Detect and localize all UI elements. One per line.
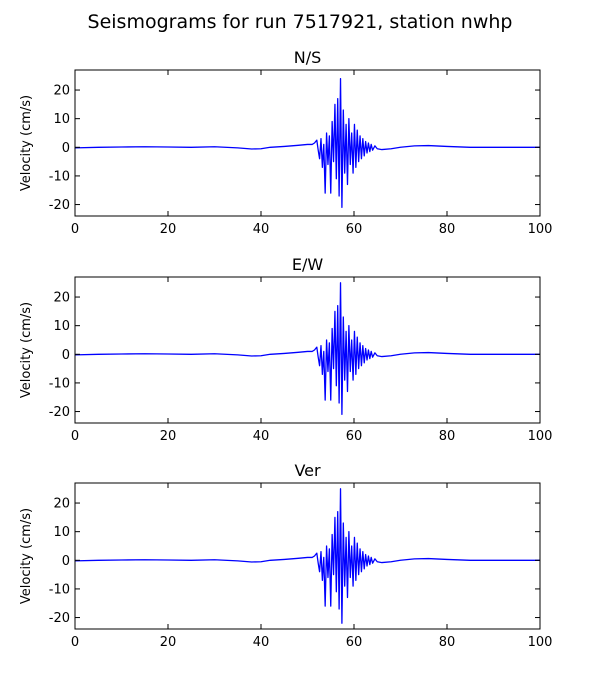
y-tick-label-ew: 0 bbox=[62, 348, 70, 363]
y-tick-label-ew: 10 bbox=[53, 319, 70, 334]
y-tick-label-ver: -10 bbox=[49, 582, 70, 597]
x-tick-label-ver: 20 bbox=[160, 635, 177, 650]
series-line-ver-0 bbox=[75, 488, 540, 624]
y-tick-label-ver: 10 bbox=[53, 525, 70, 540]
x-tick-label-ns: 60 bbox=[346, 222, 363, 237]
y-tick-label-ew: -20 bbox=[49, 405, 70, 420]
x-tick-label-ns: 80 bbox=[439, 222, 456, 237]
panel-ns: 0 20 40 60 80 100 -20 -10 0 10 20 N/S Velocity (cm/s… bbox=[19, 48, 552, 237]
x-tick-label-ver: 60 bbox=[346, 635, 363, 650]
x-tick-label-ew: 40 bbox=[253, 429, 270, 444]
x-tick-label-ew: 20 bbox=[160, 429, 177, 444]
y-tick-label-ver: -20 bbox=[49, 611, 70, 626]
series-line-ns-0 bbox=[75, 77, 540, 209]
y-axis-label-ver: Velocity (cm/s) bbox=[19, 508, 34, 604]
figure-title: Seismograms for run 7517921, station nwh… bbox=[88, 11, 513, 33]
panel-ver: 0 20 40 60 80 100 -20 -10 0 10 20 Ver Velocity (cm/s… bbox=[19, 461, 552, 650]
x-tick-label-ns: 20 bbox=[160, 222, 177, 237]
x-tick-label-ew: 80 bbox=[439, 429, 456, 444]
x-tick-label-ew: 0 bbox=[71, 429, 79, 444]
y-axis-label-ns: Velocity (cm/s) bbox=[19, 95, 34, 191]
x-tick-label-ew: 60 bbox=[346, 429, 363, 444]
x-tick-label-ns: 0 bbox=[71, 222, 79, 237]
x-tick-label-ew: 100 bbox=[528, 429, 553, 444]
panel-title-ew: E/W bbox=[292, 255, 324, 274]
y-tick-label-ns: -20 bbox=[49, 198, 70, 213]
y-tick-label-ns: 0 bbox=[62, 141, 70, 156]
x-tick-label-ver: 40 bbox=[253, 635, 270, 650]
y-tick-label-ew: 20 bbox=[53, 291, 70, 306]
y-tick-label-ew: -10 bbox=[49, 376, 70, 391]
x-tick-label-ns: 100 bbox=[528, 222, 553, 237]
panel-title-ver: Ver bbox=[294, 461, 321, 480]
panel-title-ns: N/S bbox=[294, 48, 322, 67]
y-tick-label-ver: 0 bbox=[62, 554, 70, 569]
x-tick-label-ver: 0 bbox=[71, 635, 79, 650]
axes-frame-ew bbox=[74, 276, 541, 424]
y-axis-label-ew: Velocity (cm/s) bbox=[19, 302, 34, 398]
axes-frame-ns bbox=[74, 69, 541, 217]
panel-ew: 0 20 40 60 80 100 -20 -10 0 10 20 E/W Velocity (cm/s… bbox=[19, 255, 552, 444]
axes-frame-ver bbox=[74, 482, 541, 630]
y-tick-label-ver: 20 bbox=[53, 497, 70, 512]
x-tick-label-ns: 40 bbox=[253, 222, 270, 237]
y-tick-label-ns: 20 bbox=[53, 84, 70, 99]
y-tick-label-ns: -10 bbox=[49, 169, 70, 184]
y-tick-label-ns: 10 bbox=[53, 112, 70, 127]
x-tick-label-ver: 80 bbox=[439, 635, 456, 650]
series-line-ew-0 bbox=[75, 282, 540, 416]
x-tick-label-ver: 100 bbox=[528, 635, 553, 650]
